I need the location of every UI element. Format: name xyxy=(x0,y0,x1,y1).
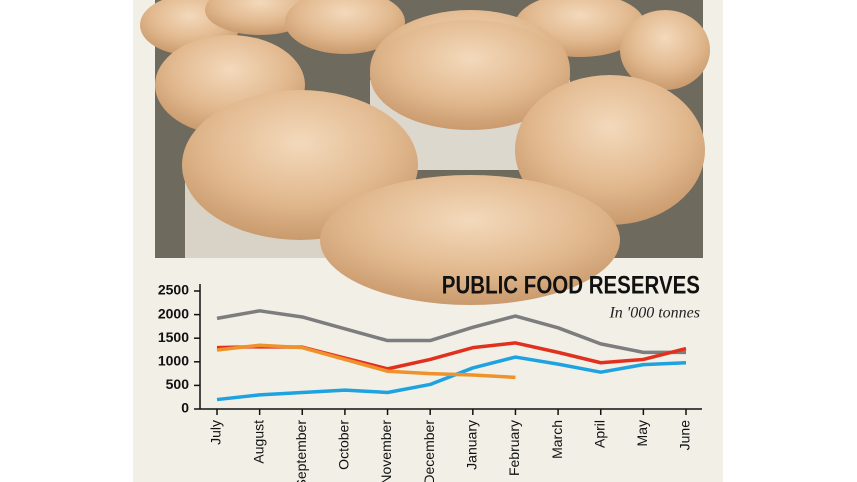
x-tick-label: August xyxy=(250,420,266,464)
photo xyxy=(140,0,710,305)
x-tick-label: November xyxy=(378,420,394,482)
x-tick-label: May xyxy=(634,420,650,446)
x-tick-label: October xyxy=(336,420,352,470)
y-tick-label: 500 xyxy=(166,376,190,392)
x-tick-label: February xyxy=(506,420,522,476)
y-tick-label: 1500 xyxy=(158,329,189,345)
series-line xyxy=(216,309,686,355)
series-line xyxy=(216,355,687,402)
x-tick-label: December xyxy=(421,420,437,482)
x-tick-label: September xyxy=(293,420,309,482)
x-tick-label: June xyxy=(677,420,693,451)
x-tick-label: April xyxy=(591,420,607,448)
x-tick-label: January xyxy=(464,420,480,470)
series-line xyxy=(216,343,516,380)
y-tick-label: 1000 xyxy=(158,353,189,369)
chart-title: PUBLIC FOOD RESERVES xyxy=(442,271,700,299)
chart-subtitle: In '000 tonnes xyxy=(608,305,700,322)
x-tick-label: March xyxy=(549,420,565,459)
y-tick-label: 2500 xyxy=(158,282,189,298)
x-tick-label: July xyxy=(208,420,224,445)
y-tick-label: 2000 xyxy=(158,305,189,321)
y-tick-label: 0 xyxy=(181,400,189,416)
